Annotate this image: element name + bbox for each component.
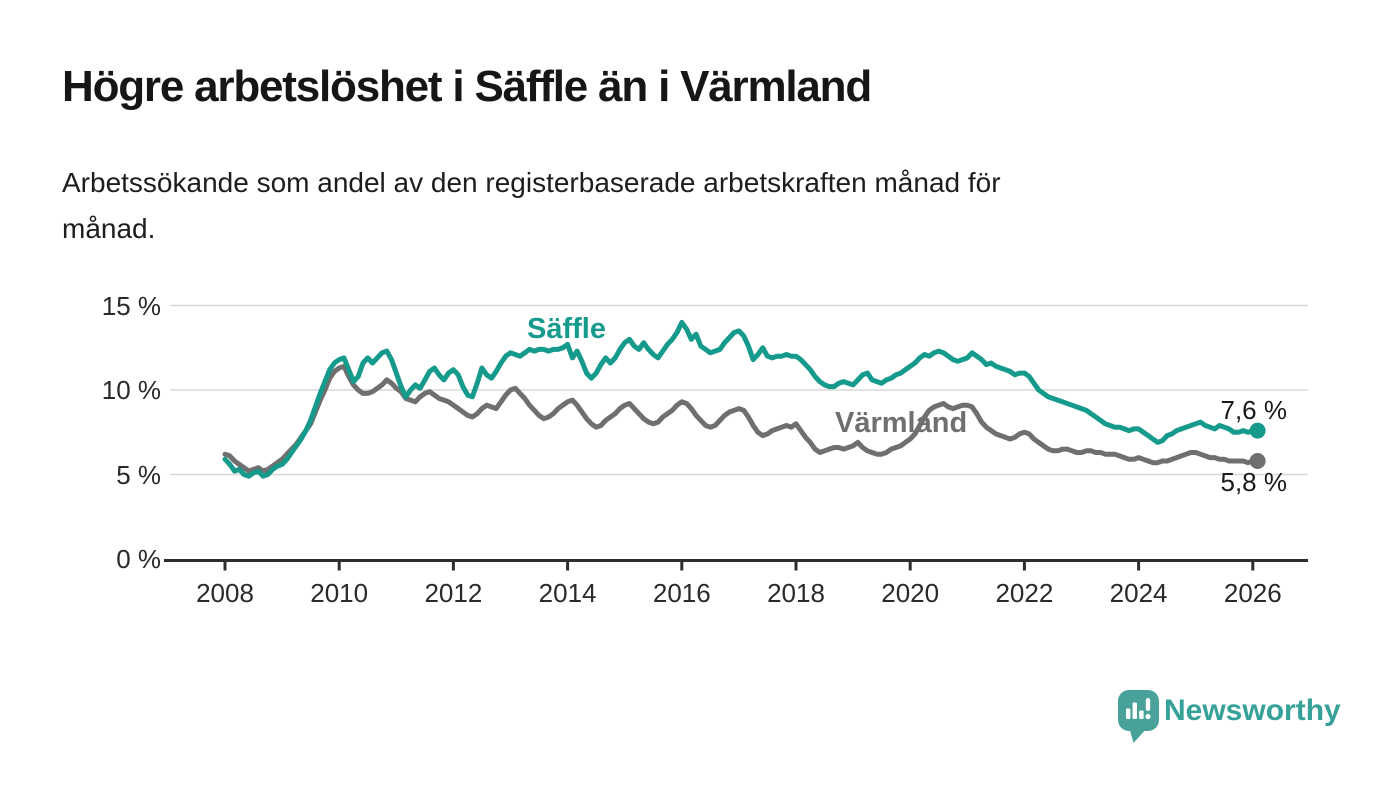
end-dot-värmland [1249,453,1266,469]
series-label-saffle: Säffle [527,313,606,345]
x-axis-label-2008: 2008 [196,578,254,608]
x-axis-label-2010: 2010 [310,578,369,608]
page-title: Högre arbetslöshet i Säffle än i Värmlan… [62,62,872,111]
x-axis-label-2020: 2020 [881,578,940,608]
series-label-varmland: Värmland [835,407,968,439]
series-line-säffle [222,319,1261,479]
subtitle-line-1: Arbetssökande som andel av den registerb… [62,167,1001,198]
x-axis-label-2024: 2024 [1109,578,1168,608]
subtitle-line-2: månad. [62,213,156,244]
end-value-saffle: 7,6 % [1220,395,1288,425]
bar-chart-speech-bubble-icon [1118,690,1159,743]
end-dot-säffle [1249,422,1266,439]
series-line-värmland [222,363,1261,474]
x-axis-label-2016: 2016 [652,578,711,608]
x-axis-label-2012: 2012 [424,578,483,608]
y-axis-label-0: 0 % [116,544,161,574]
y-axis-label-10: 10 % [101,375,161,405]
end-value-varmland: 5,8 % [1220,467,1288,497]
x-axis-label-2018: 2018 [767,578,825,608]
x-axis-label-2014: 2014 [538,578,597,608]
chart-subtitle: Arbetssökande som andel av den registerb… [62,160,1001,252]
x-axis-label-2022: 2022 [995,578,1054,608]
y-axis-label-15: 15 % [101,290,161,321]
y-axis-label-5: 5 % [116,459,161,490]
x-axis-label-2026: 2026 [1223,578,1282,608]
logo-text: Newsworthy [1164,694,1341,727]
